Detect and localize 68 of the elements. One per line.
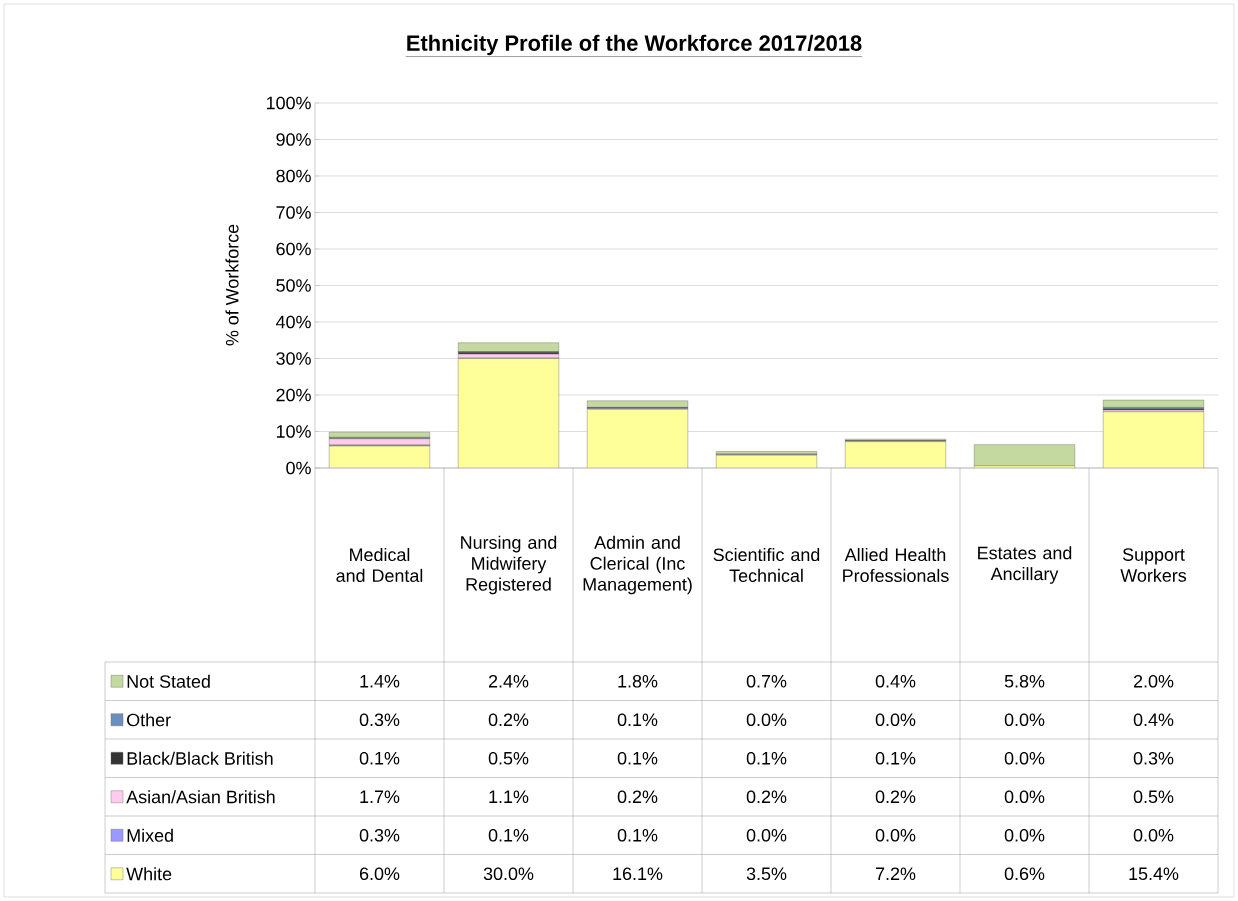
data-label: 0.4% bbox=[1133, 713, 1174, 727]
data-label: 0.7% bbox=[746, 674, 787, 688]
data-label: 5.8% bbox=[1004, 674, 1045, 688]
data-label: 0.3% bbox=[359, 828, 400, 842]
y-tick-label: 90% bbox=[276, 133, 311, 146]
data-label: 0.2% bbox=[488, 713, 529, 727]
data-label: 0.0% bbox=[746, 828, 787, 842]
data-label: 0.1% bbox=[359, 751, 400, 765]
data-label: 0.4% bbox=[875, 674, 916, 688]
data-label: 0.0% bbox=[875, 828, 916, 842]
data-label: 0.2% bbox=[746, 790, 787, 804]
data-label: 2.0% bbox=[1133, 674, 1174, 688]
y-tick-label: 40% bbox=[276, 315, 311, 329]
y-tick-label: 50% bbox=[276, 279, 311, 292]
x-tick-label: Support Workers bbox=[1120, 548, 1187, 582]
x-tick-label: Medical and Dental bbox=[336, 547, 423, 583]
x-tick-label: Admin and Clerical (Inc Management) bbox=[583, 535, 692, 595]
legend-label: Other bbox=[127, 713, 171, 727]
y-tick-label: 30% bbox=[276, 352, 311, 365]
data-label: 0.1% bbox=[617, 828, 658, 842]
data-label: 0.6% bbox=[1004, 867, 1045, 881]
data-label: 0.0% bbox=[1133, 828, 1174, 842]
data-label: 0.1% bbox=[617, 713, 658, 727]
data-label: 0.1% bbox=[617, 751, 658, 765]
data-label: 1.1% bbox=[489, 790, 529, 804]
chart-title: Ethnicity Profile of the Workforce 2017/2018 bbox=[407, 34, 862, 56]
data-label: 1.4% bbox=[360, 674, 400, 688]
data-label: 6.0% bbox=[359, 867, 400, 881]
data-label: 0.0% bbox=[1004, 790, 1045, 804]
data-label: 0.0% bbox=[1004, 751, 1045, 765]
data-label: 1.7% bbox=[360, 790, 400, 804]
data-label: 1.8% bbox=[618, 674, 658, 688]
data-label: 0.3% bbox=[359, 713, 400, 727]
y-axis-title: % of Workforce bbox=[225, 224, 239, 346]
y-tick-label: 0% bbox=[286, 461, 311, 475]
y-tick-label: 20% bbox=[276, 388, 311, 402]
data-label: 30.0% bbox=[483, 867, 534, 881]
x-tick-label: Nursing and Midwifery Registered bbox=[461, 535, 557, 595]
data-label: 0.0% bbox=[746, 713, 787, 727]
data-label: 0.2% bbox=[617, 790, 658, 804]
data-label: 0.3% bbox=[1133, 751, 1174, 765]
legend-label: White bbox=[126, 867, 172, 881]
legend-label: Black/Black British bbox=[127, 751, 273, 765]
data-label: 0.1% bbox=[488, 828, 529, 842]
y-tick-label: 10% bbox=[276, 425, 311, 438]
data-label: 0.1% bbox=[746, 751, 787, 765]
x-tick-label: Scientific and Technical bbox=[713, 547, 820, 583]
data-label: 15.4% bbox=[1129, 867, 1179, 881]
legend-label: Asian/Asian British bbox=[126, 790, 275, 804]
data-label: 0.5% bbox=[1133, 790, 1174, 804]
y-tick-label: 80% bbox=[276, 169, 311, 183]
data-label: 0.0% bbox=[1004, 828, 1045, 842]
legend-label: Mixed bbox=[127, 828, 173, 842]
y-tick-label: 100% bbox=[266, 96, 311, 110]
data-label: 0.1% bbox=[875, 751, 916, 765]
data-label: 2.4% bbox=[488, 674, 529, 688]
data-label: 0.2% bbox=[875, 790, 916, 804]
data-label: 0.0% bbox=[1004, 713, 1045, 727]
data-label: 0.5% bbox=[488, 751, 529, 765]
x-tick-label: Estates and Ancillary bbox=[978, 546, 1072, 584]
data-label: 16.1% bbox=[613, 867, 663, 881]
x-tick-label: Allied Health Professionals bbox=[843, 547, 949, 583]
data-label: 0.0% bbox=[875, 713, 916, 727]
y-tick-label: 70% bbox=[276, 206, 311, 219]
legend-label: Not Stated bbox=[127, 674, 210, 688]
data-label: 7.2% bbox=[876, 867, 916, 881]
data-label: 3.5% bbox=[746, 867, 787, 881]
y-tick-label: 60% bbox=[276, 242, 311, 256]
